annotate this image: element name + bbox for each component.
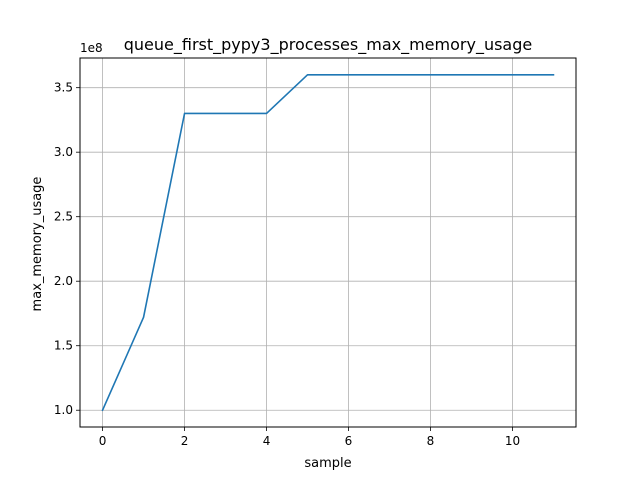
- plot-frame: [79, 57, 577, 428]
- x-tick-label: 8: [427, 434, 435, 448]
- x-tick-label: 0: [99, 434, 107, 448]
- series-line: [101, 73, 555, 412]
- grid-layer: [80, 58, 576, 427]
- x-tick-label: 6: [345, 434, 353, 448]
- x-tick-label: 10: [505, 434, 520, 448]
- y-tick-label: 3.0: [54, 145, 73, 159]
- chart-title: queue_first_pypy3_processes_max_memory_u…: [124, 35, 532, 55]
- series-layer: [101, 73, 555, 412]
- y-tick-label: 1.5: [54, 339, 73, 353]
- y-offset-label: 1e8: [80, 41, 103, 55]
- y-axis-label: max_memory_usage: [30, 177, 45, 312]
- y-tick-label: 1.0: [54, 403, 73, 417]
- x-axis-label: sample: [304, 456, 351, 471]
- x-tick-label: 4: [263, 434, 271, 448]
- y-tick-label: 3.5: [54, 81, 73, 95]
- tick-layer: 0 2 4 6 8 10 1.0 1.5 2.0 2.5 3.0 3.5: [54, 81, 520, 448]
- y-tick-label: 2.0: [54, 274, 73, 288]
- y-tick-label: 2.5: [54, 210, 73, 224]
- x-tick-label: 2: [181, 434, 189, 448]
